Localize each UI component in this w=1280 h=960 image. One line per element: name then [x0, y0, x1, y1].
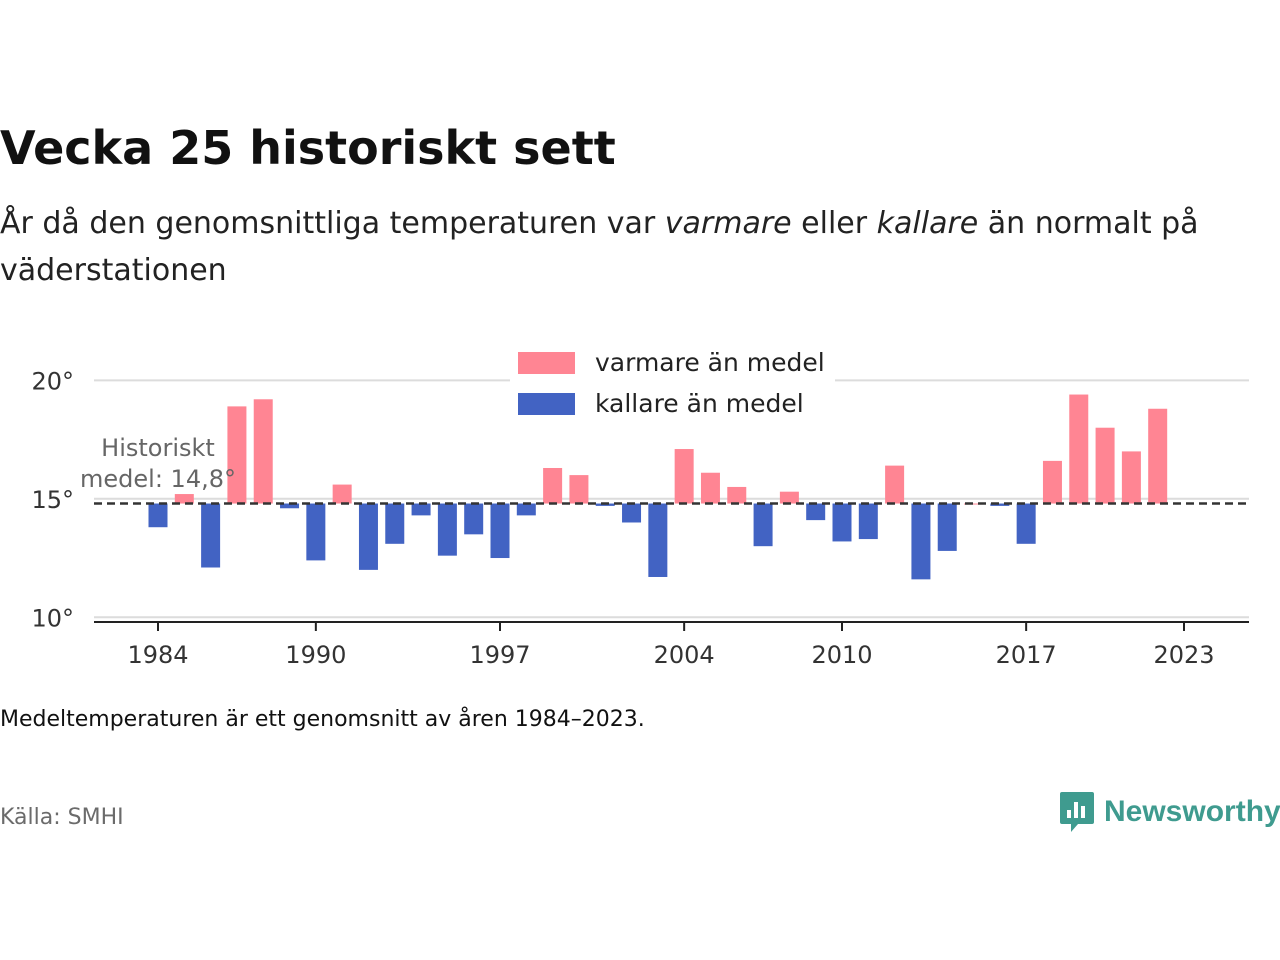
bar — [411, 503, 431, 516]
bar — [622, 503, 642, 523]
newsworthy-logo-text: Newsworthy — [1104, 795, 1280, 828]
baseline-annotation-line: medel: 14,8° — [80, 465, 236, 493]
bar — [569, 475, 589, 504]
subtitle-warmer: varmare — [664, 206, 792, 241]
baseline-annotation: Historiskt medel: 14,8° — [80, 434, 236, 493]
bar — [885, 465, 905, 504]
bar — [358, 503, 378, 570]
bar — [201, 503, 221, 568]
bar — [490, 503, 510, 559]
legend-swatch — [518, 393, 575, 415]
bar — [306, 503, 326, 561]
x-tick-label: 2004 — [654, 641, 715, 669]
y-tick-label: 15° — [31, 486, 74, 514]
bar — [832, 503, 852, 542]
chart-subtitle: År då den genomsnittliga temperaturen va… — [0, 200, 1250, 294]
bar-chart: 10° 15° 20° Historiskt medel: 14,8° 1984 1990 1… — [31, 344, 1249, 669]
subtitle-part3: än normalt på väderstationen — [0, 206, 1199, 288]
bar — [516, 503, 536, 516]
bar — [674, 449, 694, 504]
bar — [148, 503, 168, 528]
bar — [700, 472, 720, 504]
bar — [280, 503, 300, 509]
y-tick-label: 20° — [31, 367, 74, 395]
subtitle-colder: kallare — [876, 206, 979, 241]
bar — [990, 503, 1010, 506]
bar — [1148, 408, 1168, 504]
baseline-annotation-line: Historiskt — [101, 434, 215, 462]
chart-title: Vecka 25 historiskt sett — [0, 121, 616, 175]
x-tick-label: 2010 — [811, 641, 872, 669]
x-tick-label: 2017 — [996, 641, 1057, 669]
bar — [1016, 503, 1036, 544]
bar — [727, 486, 747, 504]
x-tick-label: 1997 — [469, 641, 530, 669]
bar — [753, 503, 773, 547]
bar — [174, 494, 194, 504]
legend-swatch — [518, 352, 575, 374]
legend-label: kallare än medel — [595, 389, 804, 418]
subtitle-part1: År då den genomsnittliga temperaturen va… — [0, 206, 665, 241]
bar — [964, 503, 984, 505]
bar — [437, 503, 457, 556]
bar — [1121, 451, 1141, 504]
bar — [1042, 460, 1062, 504]
bar — [937, 503, 957, 551]
newsworthy-logo: Newsworthy — [1058, 790, 1280, 834]
y-tick-label: 10° — [31, 604, 74, 632]
bar — [911, 503, 931, 580]
chart-note: Medeltemperaturen är ett genomsnitt av å… — [0, 707, 645, 732]
bar — [464, 503, 484, 535]
bar — [648, 503, 668, 577]
bar — [1095, 427, 1115, 504]
bar — [1069, 394, 1089, 504]
bar — [779, 491, 799, 504]
x-tick-label: 2023 — [1153, 641, 1214, 669]
legend-label: varmare än medel — [595, 348, 825, 377]
x-tick-label: 1990 — [285, 641, 346, 669]
bar — [227, 406, 247, 504]
bar — [543, 467, 563, 504]
bar — [253, 399, 273, 504]
bar — [806, 503, 826, 521]
newsworthy-logo-icon — [1060, 792, 1094, 832]
bar — [385, 503, 405, 544]
subtitle-part2: eller — [791, 206, 877, 241]
source-credit: Källa: SMHI — [0, 805, 124, 830]
bar — [332, 484, 352, 504]
x-tick-label: 1984 — [127, 641, 188, 669]
bar — [858, 503, 878, 540]
